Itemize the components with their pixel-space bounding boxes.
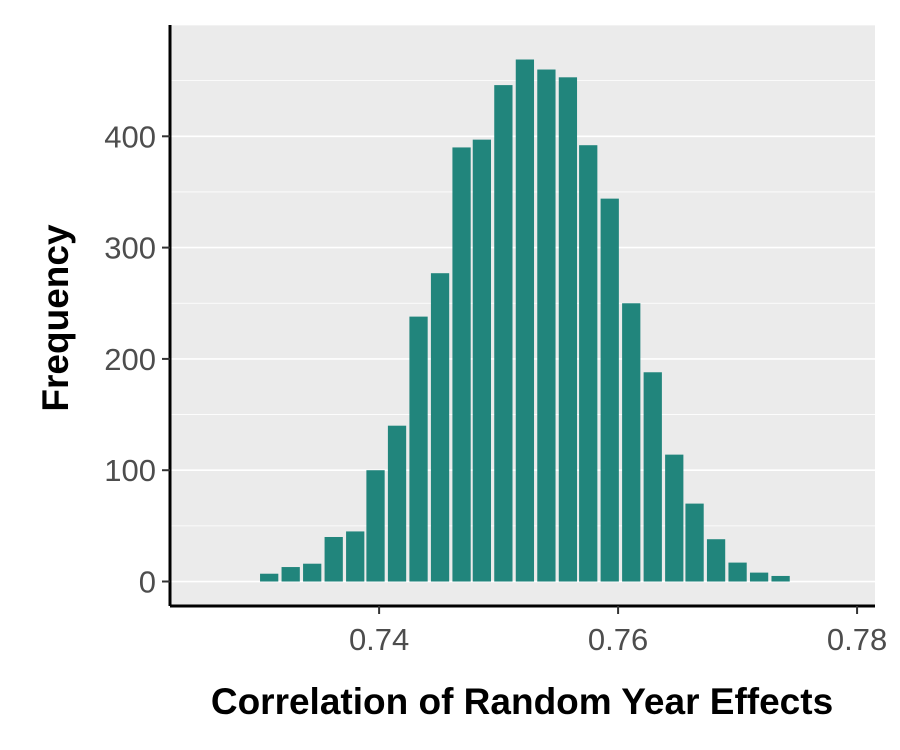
- histogram-bar: [600, 198, 619, 582]
- x-tick-label: 0.74: [349, 622, 409, 657]
- x-tick-label: 0.76: [588, 622, 648, 657]
- histogram-bar: [643, 372, 662, 582]
- y-tick-label: 200: [104, 342, 156, 377]
- histogram-bars: [260, 59, 790, 582]
- y-axis-title: Frequency: [35, 224, 76, 412]
- histogram-bar: [303, 563, 322, 582]
- histogram-bar: [366, 470, 385, 582]
- histogram-bar: [430, 273, 450, 582]
- histogram-bar: [472, 139, 492, 582]
- histogram-bar: [346, 531, 365, 582]
- x-axis-ticks: 0.74 0.76 0.78: [349, 606, 887, 657]
- histogram-bar: [515, 59, 535, 582]
- histogram-bar: [452, 147, 471, 582]
- histogram-bar: [281, 567, 300, 582]
- axes: [168, 25, 875, 608]
- histogram-bar: [579, 145, 598, 582]
- histogram-bar: [685, 503, 704, 582]
- histogram-bar: [260, 573, 279, 582]
- histogram-bar: [494, 85, 513, 582]
- histogram-bar: [749, 572, 769, 582]
- histogram-bar: [771, 575, 790, 582]
- histogram-bar: [537, 69, 556, 582]
- histogram-bar: [728, 562, 747, 582]
- y-tick-label: 400: [104, 119, 156, 154]
- histogram-bar: [324, 536, 343, 582]
- y-axis-ticks: 0 100 200 300 400: [104, 119, 170, 600]
- histogram-bar: [387, 425, 407, 582]
- histogram-bar: [706, 539, 726, 582]
- y-tick-label: 0: [139, 565, 156, 600]
- y-tick-label: 100: [104, 453, 156, 488]
- histogram-bar: [665, 454, 684, 582]
- histogram-bar: [409, 316, 428, 582]
- y-tick-label: 300: [104, 231, 156, 266]
- x-axis-title: Correlation of Random Year Effects: [211, 681, 833, 722]
- histogram-bar: [622, 303, 641, 582]
- x-tick-label: 0.78: [827, 622, 887, 657]
- histogram-bar: [558, 77, 578, 582]
